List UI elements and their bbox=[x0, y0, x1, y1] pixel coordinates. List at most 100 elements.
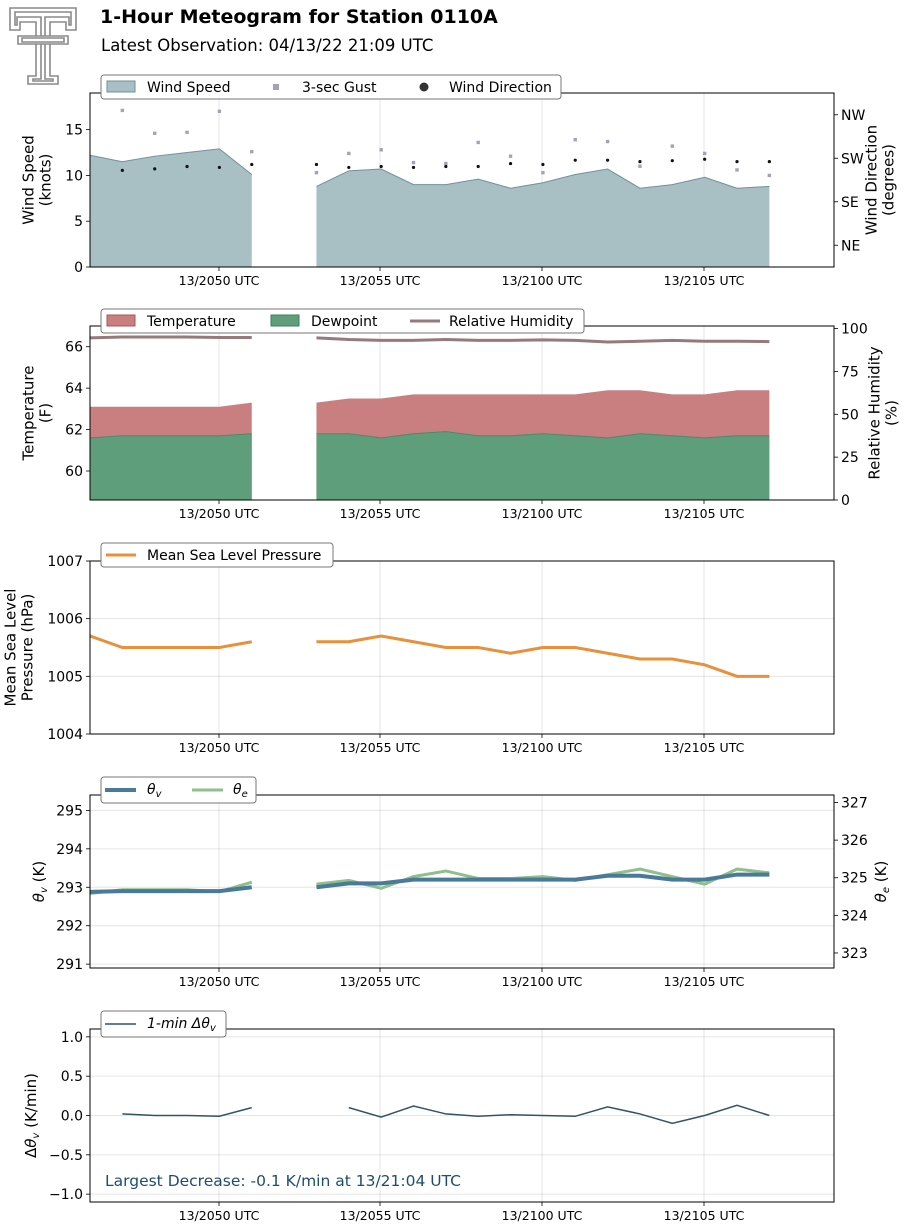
mslp-xtick-label: 13/2050 UTC bbox=[179, 740, 260, 755]
wind-direction-point bbox=[347, 165, 351, 170]
gust-point bbox=[120, 108, 125, 113]
wind-direction-point bbox=[120, 168, 124, 172]
legend-theta-v: θv bbox=[147, 782, 163, 800]
legend-relative-humidity: Relative Humidity bbox=[449, 314, 573, 330]
mslp-xtick-label: 13/2100 UTC bbox=[502, 740, 583, 755]
gust-point bbox=[702, 151, 707, 156]
temp-xtick-label: 13/2050 UTC bbox=[179, 506, 260, 521]
wind-rtick-label: SW bbox=[841, 151, 864, 167]
wind-frame bbox=[89, 92, 835, 268]
gust-point bbox=[185, 130, 189, 135]
theta-xtick-label: 13/2050 UTC bbox=[179, 974, 260, 989]
legend-dewpoint-swatch bbox=[270, 314, 300, 327]
dtheta-ylabel: Δθv (K/min) bbox=[22, 1073, 42, 1158]
theta-rtick-label: 325 bbox=[841, 871, 868, 887]
wind-direction-point bbox=[379, 164, 383, 169]
wind-direction-point bbox=[217, 165, 221, 170]
theta-rtick-label: 327 bbox=[841, 796, 868, 812]
temp-frame bbox=[89, 325, 835, 501]
dewpoint-area bbox=[316, 431, 770, 500]
gust-point bbox=[217, 109, 222, 114]
gust-point bbox=[767, 173, 772, 178]
legend-temperature: Temperature bbox=[146, 314, 236, 330]
legend-gust-swatch bbox=[273, 84, 279, 90]
theta-ytick-label: 291 bbox=[56, 957, 83, 973]
wind-ylabel: Wind Speed(knots) bbox=[20, 135, 55, 225]
wind-speed-area bbox=[90, 148, 252, 267]
dtheta-plot-area bbox=[90, 1029, 834, 1202]
legend-mslp: Mean Sea Level Pressure bbox=[147, 548, 321, 564]
temp-rtick-label: 50 bbox=[841, 407, 859, 423]
legend-dtheta: 1-min Δθv bbox=[147, 1016, 217, 1034]
theta-v-line bbox=[89, 885, 252, 894]
gust-point bbox=[379, 148, 383, 152]
theta-v-ylabel: θv (K) bbox=[30, 861, 50, 902]
mslp-ylabel: Mean Sea LevelPressure (hPa) bbox=[2, 589, 37, 707]
gust-point bbox=[541, 170, 545, 175]
gust-point bbox=[605, 139, 610, 144]
theta-xtick-label: 13/2055 UTC bbox=[340, 974, 421, 989]
temp-xtick-label: 13/2100 UTC bbox=[502, 506, 583, 521]
legend-dewpoint: Dewpoint bbox=[311, 314, 378, 330]
temp-ytick-label: 62 bbox=[65, 423, 83, 439]
largest-decrease-annotation: Largest Decrease: -0.1 K/min at 13/21:04… bbox=[105, 1172, 461, 1190]
relative-humidity-line bbox=[316, 336, 770, 344]
temp-ylabel: Temperature(F) bbox=[20, 365, 55, 461]
gust-point bbox=[508, 154, 513, 158]
dtheta-ytick-label: −0.5 bbox=[49, 1148, 83, 1164]
dtheta-xtick-label: 13/2100 UTC bbox=[502, 1208, 583, 1223]
temp-rtick-label: 0 bbox=[841, 493, 850, 509]
theta-frame bbox=[89, 794, 835, 969]
theta-ytick-label: 293 bbox=[56, 880, 83, 896]
theta-xtick-label: 13/2100 UTC bbox=[502, 974, 583, 989]
wind-direction-point bbox=[767, 160, 771, 164]
wind-ytick-label: 15 bbox=[65, 123, 83, 139]
wind-direction-point bbox=[541, 162, 545, 167]
wind-direction-point bbox=[444, 164, 448, 169]
dtheta-xtick-label: 13/2055 UTC bbox=[340, 1208, 421, 1223]
dtheta-ytick-label: −1.0 bbox=[49, 1187, 83, 1203]
temp-xtick-label: 13/2105 UTC bbox=[664, 506, 745, 521]
legend-wind-speed: Wind Speed bbox=[147, 80, 231, 96]
dtheta-ytick-label: 0.0 bbox=[61, 1109, 83, 1125]
theta-ytick-label: 292 bbox=[56, 919, 83, 935]
theta-ytick-label: 294 bbox=[56, 842, 83, 858]
dtheta-ytick-label: 1.0 bbox=[61, 1030, 83, 1046]
gust-point bbox=[153, 131, 157, 135]
legend-wind-direction-swatch bbox=[419, 82, 429, 92]
wind-xtick-label: 13/2100 UTC bbox=[502, 273, 583, 288]
mslp-frame bbox=[89, 560, 835, 735]
dewpoint-area bbox=[90, 433, 252, 500]
wind-direction-point bbox=[735, 160, 739, 164]
wind-direction-point bbox=[476, 164, 480, 169]
legend-wind-direction: Wind Direction bbox=[449, 80, 552, 96]
wind-rtick-label: SE bbox=[841, 195, 859, 211]
university-logo bbox=[8, 6, 78, 90]
wind-direction-point bbox=[703, 157, 707, 161]
wind-xtick-label: 13/2105 UTC bbox=[664, 273, 745, 288]
wind-direction-point bbox=[670, 159, 674, 163]
wind-direction-point bbox=[573, 158, 577, 162]
dewpoint-line bbox=[89, 433, 252, 439]
wind-legend bbox=[100, 74, 562, 100]
dtheta-ytick-label: 0.5 bbox=[61, 1069, 83, 1085]
gust-point bbox=[314, 170, 319, 175]
wind-xtick-label: 13/2055 UTC bbox=[340, 273, 421, 288]
temp-ylabel-right: Relative Humidity(%) bbox=[866, 346, 901, 479]
gust-point bbox=[411, 160, 416, 165]
wind-direction-point bbox=[411, 165, 416, 170]
dtheta-line bbox=[348, 1104, 770, 1125]
theta-plot-area bbox=[90, 795, 834, 968]
gust-point bbox=[638, 164, 642, 168]
temperature-area bbox=[316, 390, 770, 500]
mslp-line bbox=[89, 634, 253, 649]
theta-v-line bbox=[316, 872, 770, 890]
wind-ytick-label: 10 bbox=[65, 168, 83, 184]
theta-e-line bbox=[316, 867, 770, 890]
gust-point bbox=[573, 138, 577, 142]
gust-point bbox=[735, 168, 739, 172]
gust-point bbox=[444, 161, 448, 166]
wind-speed-line bbox=[316, 168, 770, 189]
gust-point bbox=[670, 144, 674, 148]
